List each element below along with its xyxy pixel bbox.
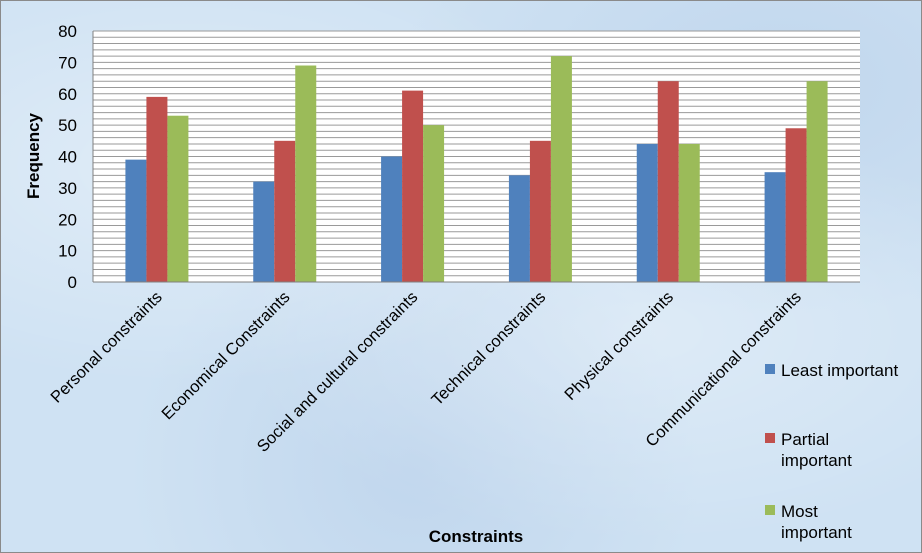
legend-swatch <box>765 505 775 515</box>
bar <box>423 125 445 282</box>
bar <box>550 56 572 282</box>
y-tick-label: 70 <box>58 53 77 72</box>
x-tick-label: Personal constraints <box>47 288 165 406</box>
bar <box>167 115 189 283</box>
x-tick-label: Physical constraints <box>561 288 677 404</box>
x-axis-title: Constraints <box>429 527 523 546</box>
legend-label: Partial important <box>781 430 852 470</box>
bar <box>295 65 317 282</box>
bar <box>274 140 296 282</box>
bar <box>508 175 530 282</box>
x-tick-label: Technical constraints <box>428 288 549 409</box>
legend: Least important Partial important Most impor… <box>765 361 898 542</box>
y-tick-label: 20 <box>58 210 77 229</box>
bar <box>678 143 700 282</box>
y-tick-label: 0 <box>68 273 77 292</box>
y-axis-title: Frequency <box>24 112 43 199</box>
bar <box>657 81 679 282</box>
gridlines <box>93 30 860 277</box>
bar <box>146 96 168 282</box>
y-tick-label: 10 <box>58 242 77 261</box>
y-tick-label: 40 <box>58 148 77 167</box>
legend-label: Least important <box>781 361 898 380</box>
bar <box>529 140 551 282</box>
bar <box>381 156 403 282</box>
bar <box>785 128 807 282</box>
y-tick-label: 30 <box>58 179 77 198</box>
bar <box>806 81 828 282</box>
legend-label: Most important <box>781 502 852 542</box>
legend-swatch <box>765 433 775 443</box>
bar <box>253 181 275 282</box>
y-tick-label: 50 <box>58 116 77 135</box>
bar <box>125 159 147 282</box>
bars <box>125 56 828 283</box>
y-tick-label: 80 <box>58 22 77 41</box>
bar <box>636 143 658 282</box>
x-tick-label: Economical Constraints <box>158 288 293 423</box>
bar <box>402 90 424 282</box>
legend-swatch <box>765 364 775 374</box>
y-tick-label: 60 <box>58 85 77 104</box>
y-tick-labels: 0 10 20 30 40 50 60 70 80 <box>58 22 77 292</box>
bar <box>764 172 786 282</box>
